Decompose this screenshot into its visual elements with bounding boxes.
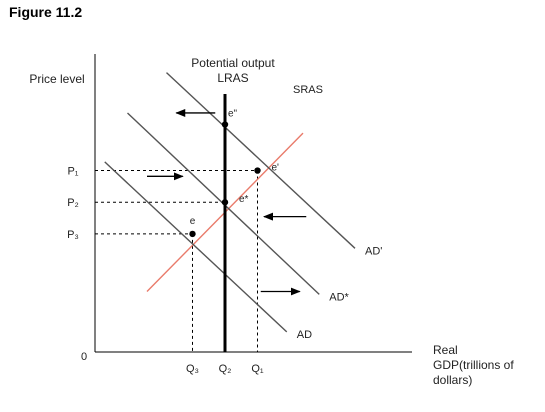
y-tick-label-2: P₂ xyxy=(67,197,79,209)
y-tick-label-3: P₃ xyxy=(67,229,79,241)
y-tick-label-1: P₁ xyxy=(67,166,78,178)
series-label-3: AD* xyxy=(329,291,349,303)
point-label-4: e xyxy=(190,216,196,227)
x-tick-label-3: Q₁ xyxy=(251,363,264,375)
point-label-1: e" xyxy=(228,108,238,119)
series-line-4 xyxy=(104,161,288,333)
equilibrium-point-1 xyxy=(221,121,229,128)
lras-label-line-2: LRAS xyxy=(217,71,248,85)
x-axis-label-line-1: Real xyxy=(433,343,458,357)
point-label-2: e' xyxy=(272,163,280,174)
lras-label-line-1: Potential output xyxy=(191,56,275,70)
y-axis-label: Price level xyxy=(29,72,84,86)
equilibrium-point-2 xyxy=(254,167,261,174)
origin-label: 0 xyxy=(81,351,87,363)
point-label-3: e* xyxy=(239,194,249,205)
x-axis-label-line-3: dollars) xyxy=(433,373,472,387)
figure-label: Figure 11.2 xyxy=(9,4,83,20)
series-label-2: AD' xyxy=(365,245,382,257)
x-tick-label-1: Q₃ xyxy=(186,363,199,375)
series-line-2 xyxy=(166,72,356,249)
equilibrium-point-3 xyxy=(221,199,229,206)
series-label-4: AD xyxy=(297,329,312,341)
series-label-1: SRAS xyxy=(293,84,323,96)
equilibrium-point-4 xyxy=(189,230,196,238)
x-axis-label-line-2: GDP(trillions of xyxy=(433,358,514,372)
x-tick-label-2: Q₂ xyxy=(219,363,232,375)
